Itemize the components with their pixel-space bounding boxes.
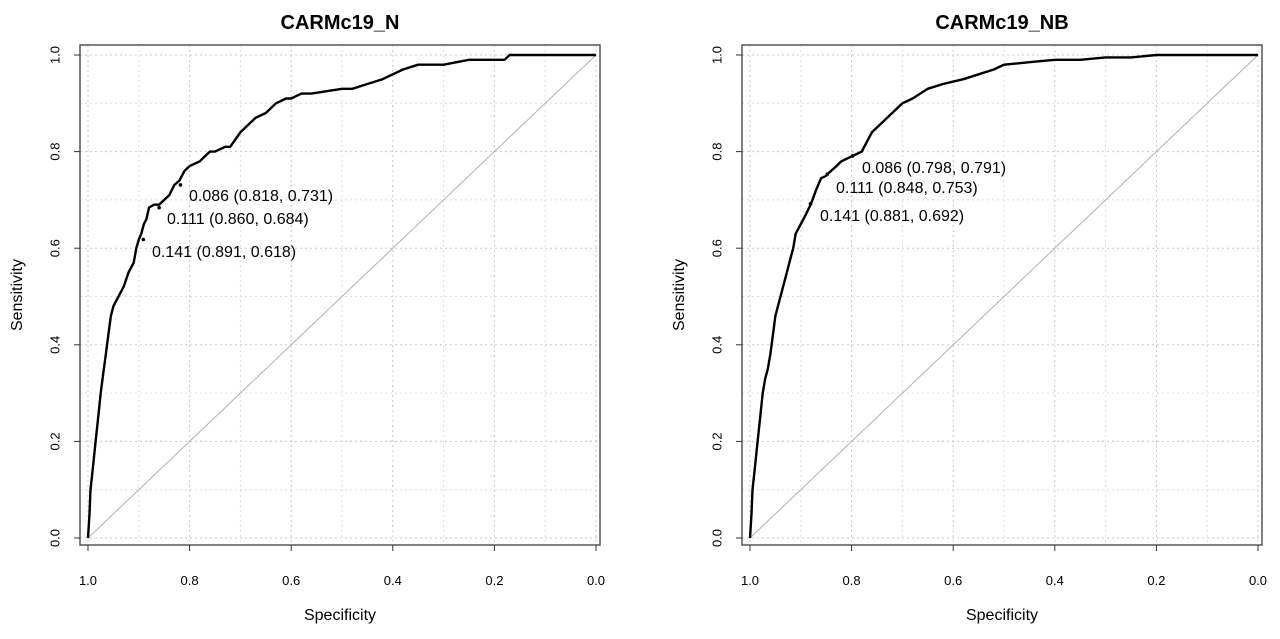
x-tick-label: 0.0 xyxy=(587,573,605,588)
chart-title: CARMc19_NB xyxy=(935,12,1068,34)
grid xyxy=(742,45,1262,545)
roc-panel-2: 1.0 0.8 0.6 0.4 0.2 0.0 0.0 0.2 0.4 0.6 0.8 1.0 CARM… xyxy=(671,12,1267,624)
threshold-annotation: 0.141 (0.881, 0.692) xyxy=(820,208,964,225)
y-tick-label: 0.4 xyxy=(47,336,62,354)
roc-panel-1: 1.0 0.8 0.6 0.4 0.2 0.0 0.0 0.2 0.4 0.6 0.8 1.0 CARM… xyxy=(9,12,605,624)
reference-diagonal-line xyxy=(87,54,597,539)
threshold-point xyxy=(808,201,813,206)
x-tick-label: 0.8 xyxy=(181,573,199,588)
x-tick-label: 0.8 xyxy=(843,573,861,588)
x-axis-label: Specificity xyxy=(966,607,1038,624)
y-tick-label: 1.0 xyxy=(47,46,62,64)
y-tick-label: 0.2 xyxy=(47,432,62,450)
x-tick-label: 1.0 xyxy=(79,573,97,588)
y-axis-label: Sensitivity xyxy=(9,259,26,331)
threshold-point xyxy=(141,237,146,242)
y-tick-label: 0.6 xyxy=(47,239,62,257)
y-tick-label: 0.0 xyxy=(47,529,62,547)
y-tick-label: 0.4 xyxy=(709,336,724,354)
x-tick-label: 0.6 xyxy=(944,573,962,588)
reference-diagonal-line xyxy=(749,54,1259,539)
x-tick-label: 0.4 xyxy=(384,573,402,588)
threshold-point xyxy=(825,172,830,177)
y-tick-label: 0.0 xyxy=(709,529,724,547)
chart-title: CARMc19_N xyxy=(281,12,400,34)
roc-curve xyxy=(748,53,1258,539)
y-tick-label: 0.8 xyxy=(709,143,724,161)
threshold-annotation: 0.086 (0.798, 0.791) xyxy=(862,160,1006,177)
x-tick-label: 1.0 xyxy=(741,573,759,588)
grid xyxy=(80,45,600,545)
plot-frame xyxy=(79,44,601,546)
threshold-point xyxy=(157,205,161,210)
y-tick-label: 0.6 xyxy=(709,239,724,257)
x-tick-label: 0.2 xyxy=(485,573,503,588)
y-axis-label: Sensitivity xyxy=(671,259,688,331)
threshold-annotation: 0.141 (0.891, 0.618) xyxy=(152,244,296,261)
threshold-annotation: 0.111 (0.848, 0.753) xyxy=(836,180,978,197)
threshold-point xyxy=(850,154,855,158)
plot-frame xyxy=(741,44,1263,546)
roc-curve xyxy=(86,53,596,539)
x-tick-label: 0.4 xyxy=(1046,573,1064,588)
y-tick-label: 1.0 xyxy=(709,46,724,64)
threshold-annotation: 0.111 (0.860, 0.684) xyxy=(167,211,309,228)
y-tick-label: 0.8 xyxy=(47,143,62,161)
x-tick-label: 0.0 xyxy=(1249,573,1267,588)
threshold-annotation: 0.086 (0.818, 0.731) xyxy=(189,188,333,205)
threshold-point xyxy=(178,183,183,187)
x-tick-label: 0.2 xyxy=(1147,573,1165,588)
y-tick-label: 0.2 xyxy=(709,432,724,450)
x-tick-label: 0.6 xyxy=(282,573,300,588)
x-axis-label: Specificity xyxy=(304,607,376,624)
